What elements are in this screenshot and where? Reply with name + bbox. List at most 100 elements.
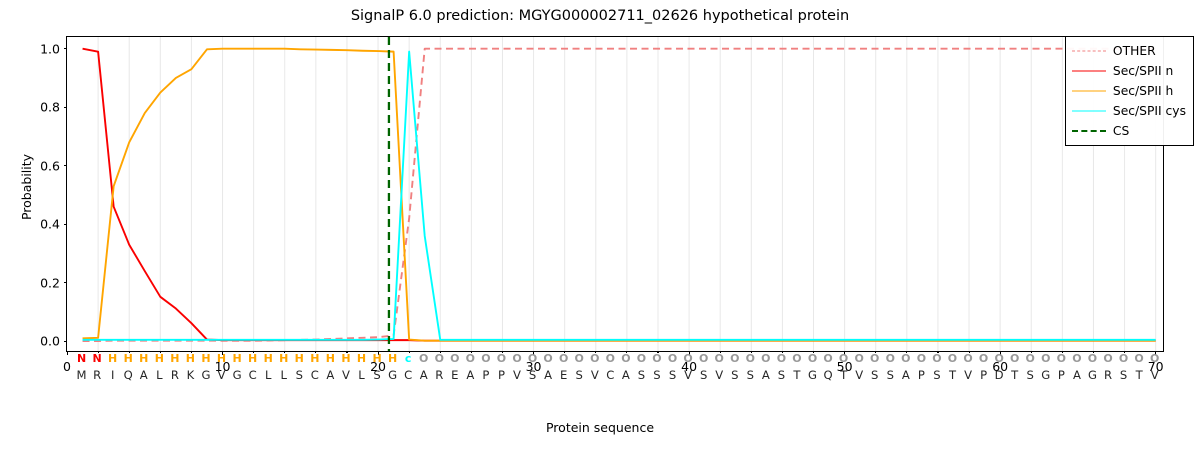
annotation-residue: c — [404, 352, 412, 365]
annotation-residue: H — [154, 352, 164, 365]
annotation-residue: O — [465, 352, 476, 365]
x-tick-mark — [968, 351, 970, 354]
annotation-residue: O — [994, 352, 1004, 365]
sequence-residue: A — [326, 368, 335, 382]
sequence-residue: C — [606, 368, 615, 382]
sequence-residue: A — [1072, 368, 1081, 382]
sequence-residue: V — [684, 368, 693, 382]
legend-swatch-icon — [1071, 105, 1106, 117]
annotation-residue: O — [963, 352, 973, 365]
sequence-residue: L — [280, 368, 287, 382]
sequence-residue: V — [715, 368, 724, 382]
sequence-residue: S — [528, 368, 537, 382]
annotation-residue: H — [294, 352, 304, 365]
y-tick-label: 0.8 — [40, 99, 60, 115]
y-tick-mark — [63, 340, 67, 342]
y-tick-label: 0.2 — [40, 275, 60, 291]
legend-item[interactable]: Sec/SPII h — [1071, 82, 1186, 100]
x-tick-mark — [408, 351, 410, 354]
sequence-residue: C — [404, 368, 413, 382]
legend-label: CS — [1112, 124, 1130, 138]
y-tick-label: 1.0 — [40, 41, 60, 57]
annotation-residue: H — [216, 352, 227, 365]
x-tick-mark — [501, 351, 504, 354]
sequence-residue: L — [264, 368, 272, 382]
legend-item[interactable]: Sec/SPII cys — [1071, 102, 1186, 120]
x-tick-mark — [844, 351, 846, 355]
sequence-residue: A — [621, 368, 630, 382]
prediction-curves — [82, 37, 1157, 351]
x-tick-mark — [688, 351, 690, 355]
sequence-residue: G — [388, 368, 398, 382]
y-tick-mark — [63, 223, 67, 225]
sequence-residue: R — [93, 368, 102, 382]
annotation-residue: O — [854, 352, 864, 365]
x-tick-mark — [190, 351, 192, 354]
annotation-residue: O — [838, 352, 849, 365]
x-tick-mark — [377, 351, 379, 355]
sequence-residue: R — [170, 368, 179, 382]
x-tick-mark — [1030, 351, 1032, 354]
x-tick-mark — [222, 351, 224, 355]
page-title: SignalP 6.0 prediction: MGYG000002711_02… — [350, 8, 850, 24]
sequence-residue: S — [637, 368, 646, 382]
annotation-residue: O — [1118, 352, 1129, 365]
annotation-residue: O — [978, 352, 989, 365]
legend-item[interactable]: Sec/SPII n — [1071, 62, 1186, 80]
legend-swatch-icon — [1071, 65, 1106, 77]
legend-item[interactable]: CS — [1071, 122, 1186, 140]
x-tick-mark — [315, 351, 317, 354]
plot-area — [67, 37, 1163, 351]
sequence-residue: K — [186, 368, 195, 382]
annotation-residue: O — [543, 352, 553, 365]
x-tick-mark — [750, 351, 752, 354]
sequence-residue: A — [466, 368, 475, 382]
x-tick-mark — [564, 351, 566, 354]
x-tick-mark — [1092, 351, 1095, 354]
x-tick-mark — [253, 351, 255, 354]
x-tick-mark — [1061, 351, 1063, 354]
legend-item[interactable]: OTHER — [1071, 42, 1186, 60]
sequence-residue: T — [1135, 368, 1143, 382]
annotation-residue: O — [761, 352, 771, 365]
sequence-residue: V — [590, 368, 599, 382]
annotation-residue: H — [341, 352, 351, 365]
sequence-residue: P — [1057, 368, 1065, 382]
sequence-residue: S — [699, 368, 708, 382]
annotation-residue: N — [92, 352, 102, 365]
sequence-residue: T — [840, 368, 848, 382]
annotation-residue: O — [1149, 352, 1160, 365]
sequence-residue: D — [994, 368, 1004, 382]
sequence-residue: S — [295, 368, 303, 382]
x-tick-label: 20 — [370, 359, 386, 374]
annotation-residue: O — [792, 352, 802, 365]
sequence-residue: S — [731, 368, 739, 382]
annotation-residue: O — [512, 352, 522, 365]
annotation-residue: O — [636, 352, 647, 365]
legend-label: Sec/SPII n — [1112, 64, 1174, 78]
annotation-residue: O — [652, 352, 662, 365]
sequence-residue: S — [1026, 368, 1034, 382]
annotation-residue: O — [885, 352, 895, 365]
sequence-residue: P — [980, 368, 988, 382]
annotation-residue: H — [201, 352, 211, 365]
sequence-residue: E — [451, 368, 459, 382]
sequence-residue: T — [948, 368, 957, 382]
x-tick-mark — [781, 351, 783, 354]
annotation-residue: O — [667, 352, 678, 365]
y-axis-label: Probability — [19, 153, 34, 221]
annotation-residue: O — [450, 352, 460, 365]
y-tick-mark — [63, 165, 67, 167]
sequence-residue: V — [513, 368, 521, 382]
sequence-residue: S — [1119, 368, 1128, 382]
y-tick-label: 0.4 — [40, 216, 60, 232]
sequence-residue: V — [341, 368, 350, 382]
sequence-residue: A — [544, 368, 553, 382]
annotation-residue: O — [698, 352, 709, 365]
sequence-residue: V — [1150, 368, 1159, 382]
x-tick-label: 60 — [992, 359, 1009, 374]
sequence-residue: S — [886, 368, 894, 382]
annotation-residue: O — [621, 352, 631, 365]
